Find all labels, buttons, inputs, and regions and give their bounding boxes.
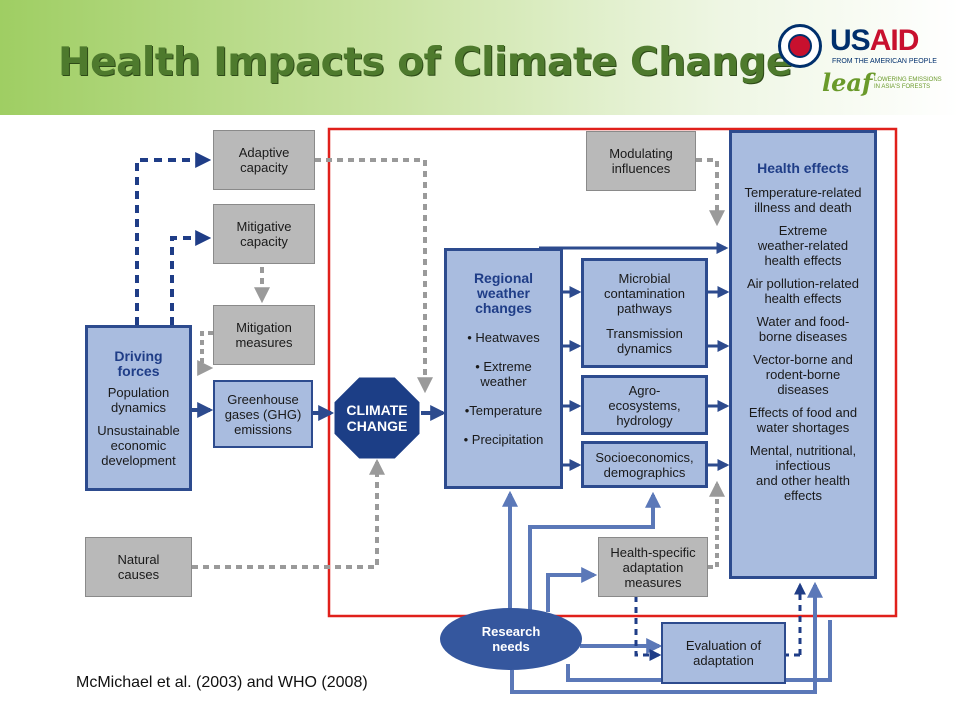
health-effect-item: Extreme weather-related health effects bbox=[757, 223, 849, 268]
modulating-influences-box: Modulating influences bbox=[586, 131, 696, 191]
regional-weather-box: Regional weather changes • Heatwaves • E… bbox=[444, 248, 563, 489]
highlight-frame bbox=[327, 127, 898, 618]
health-effects-box: Health effects Temperature-related illnes… bbox=[729, 130, 877, 579]
health-effect-item: Temperature-related illness and death bbox=[744, 185, 862, 215]
slide-title: Health Impacts of Climate Change bbox=[58, 40, 792, 85]
adaptive-capacity-box: Adaptive capacity bbox=[213, 130, 315, 190]
mitigative-capacity-box: Mitigative capacity bbox=[213, 204, 315, 264]
health-effect-item: Water and food-borne diseases bbox=[756, 314, 850, 344]
citation-text: McMichael et al. (2003) and WHO (2008) bbox=[76, 674, 368, 691]
socioeconomics-box: Socioeconomics, demographics bbox=[581, 441, 708, 488]
usaid-leaf-logo: USAID FROM THE AMERICAN PEOPLE leaf LOWE… bbox=[778, 22, 948, 102]
ghg-emissions-box: Greenhouse gases (GHG) emissions bbox=[213, 380, 313, 448]
driving-forces-box: Driving forces Population dynamics Unsus… bbox=[85, 325, 192, 491]
health-effect-item: Mental, nutritional, infectious and other … bbox=[749, 443, 857, 503]
health-effect-item: Effects of food and water shortages bbox=[748, 405, 858, 435]
leaf-tagline: LOWERING EMISSIONS IN ASIA'S FORESTS bbox=[874, 77, 942, 90]
usaid-tagline: FROM THE AMERICAN PEOPLE bbox=[832, 58, 937, 65]
evaluation-adaptation-box: Evaluation of adaptation bbox=[661, 622, 786, 684]
agro-ecosystems-box: Agro-ecosystems, hydrology bbox=[581, 375, 708, 435]
usaid-wordmark: USAID bbox=[830, 24, 919, 57]
health-effect-item: Air pollution-related health effects bbox=[746, 276, 859, 306]
health-specific-adaptation-box: Health-specific adaptation measures bbox=[598, 537, 708, 597]
usaid-seal-icon bbox=[778, 24, 822, 68]
mitigation-measures-box: Mitigation measures bbox=[213, 305, 315, 365]
climate-change-label: CLIMATE CHANGE bbox=[346, 402, 408, 434]
research-needs-ellipse: Research needs bbox=[440, 608, 582, 670]
health-effect-item: Vector-borne and rodent-borne diseases bbox=[753, 352, 853, 397]
climate-change-octagon bbox=[333, 376, 421, 460]
leaf-wordmark: leaf bbox=[822, 68, 873, 97]
natural-causes-box: Natural causes bbox=[85, 537, 192, 597]
microbial-pathways-box: Microbial contamination pathways Transmi… bbox=[581, 258, 708, 368]
